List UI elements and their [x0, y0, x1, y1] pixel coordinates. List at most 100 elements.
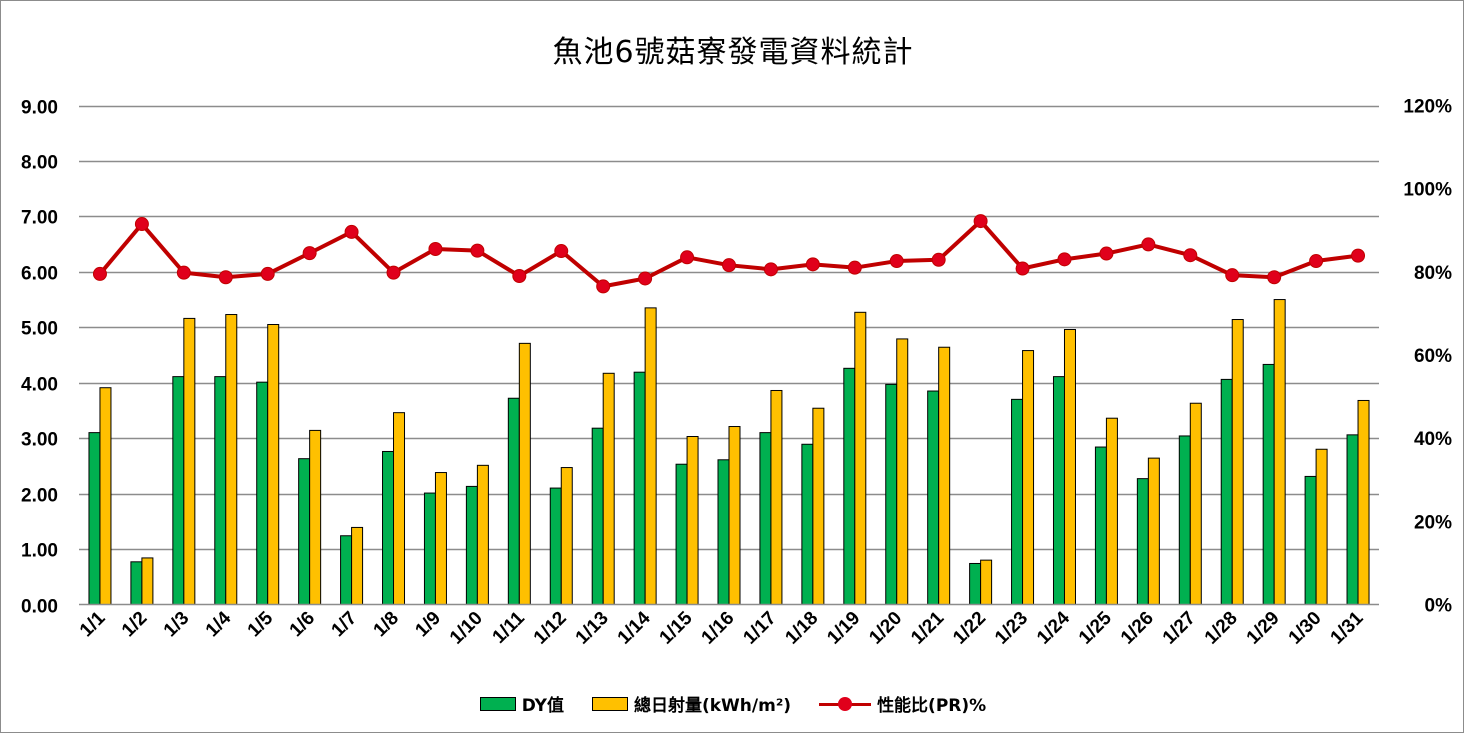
bar-dy [549, 487, 562, 606]
bar-dy [507, 397, 520, 605]
x-tick-label: 1/16 [698, 608, 739, 649]
pr-point [596, 279, 611, 294]
bar-dy [1304, 475, 1317, 605]
pr-point [1141, 237, 1156, 252]
y-right-tick-label: 120% [1403, 97, 1452, 118]
bar-irradiance [1189, 402, 1202, 605]
pr-point [134, 217, 149, 232]
bar-dy [675, 463, 688, 605]
legend-label-pr: 性能比(PR)% [877, 696, 987, 716]
pr-point [176, 265, 191, 280]
x-tick-label: 1/22 [949, 608, 990, 649]
bar-dy [801, 443, 814, 606]
bar-dy [298, 458, 311, 606]
x-tick-label: 1/19 [823, 608, 864, 649]
bar-dy [1052, 376, 1065, 605]
bar-dy [1094, 446, 1107, 605]
bar-dy [465, 485, 478, 605]
bar-irradiance [728, 426, 741, 606]
pr-line-series [92, 214, 1366, 294]
legend: DY值 總日射量(kWh/m²) 性能比(PR)% [1, 691, 1464, 716]
bar-dy [1136, 478, 1149, 605]
legend-item-irradiance: 總日射量(kWh/m²) [591, 691, 792, 716]
y-left-tick-label: 0.00 [21, 597, 58, 618]
pr-point [638, 271, 653, 286]
bar-irradiance [309, 429, 322, 605]
bar-dy [130, 561, 143, 606]
bar-irradiance [267, 324, 280, 605]
x-tick-label: 1/8 [370, 608, 404, 642]
x-tick-label: 1/29 [1243, 608, 1284, 649]
bar-irradiance [351, 526, 364, 606]
bar-dy [927, 390, 940, 605]
bar-irradiance [812, 407, 825, 605]
y-right-tick-label: 80% [1414, 263, 1452, 284]
x-tick-label: 1/13 [572, 608, 613, 649]
chart-title: 魚池6號菇寮發電資料統計 [552, 35, 914, 70]
bar-irradiance [1315, 448, 1328, 605]
bar-dy [969, 562, 982, 606]
bar-irradiance [770, 389, 783, 605]
bar-irradiance [1231, 319, 1244, 605]
pr-point [302, 246, 317, 261]
bar-dy [591, 427, 604, 606]
pr-point [1309, 254, 1324, 269]
x-tick-label: 1/30 [1285, 608, 1326, 649]
y-left-tick-label: 3.00 [21, 430, 58, 451]
x-tick-label: 1/9 [411, 608, 445, 642]
y-left-tick-label: 4.00 [21, 375, 58, 396]
y-left-tick-label: 7.00 [21, 208, 58, 229]
pr-point [847, 260, 862, 275]
legend-swatch-irradiance [591, 696, 628, 711]
bar-dy [382, 450, 395, 605]
pr-point [1351, 248, 1366, 263]
bar-dy [759, 432, 772, 605]
legend-label-irradiance: 總日射量(kWh/m²) [633, 696, 792, 716]
bar-irradiance [1273, 299, 1286, 605]
bar-irradiance [434, 472, 447, 606]
x-tick-label: 1/18 [781, 608, 822, 649]
bar-irradiance [1357, 399, 1370, 605]
bar-irradiance [1063, 328, 1076, 605]
bar-irradiance [560, 467, 573, 605]
legend-swatch-dy [479, 696, 516, 711]
x-tick-label: 1/6 [286, 608, 320, 642]
bar-dy [88, 432, 101, 605]
x-tick-label: 1/28 [1201, 608, 1242, 649]
bar-dy [1178, 435, 1191, 605]
bar-irradiance [183, 317, 196, 605]
pr-point [512, 268, 527, 283]
x-tick-label: 1/15 [656, 607, 697, 648]
pr-line [98, 219, 1359, 289]
bar-irradiance [854, 311, 867, 605]
pr-point [763, 262, 778, 277]
pr-point [470, 243, 485, 258]
x-tick-label: 1/5 [244, 607, 278, 641]
bar-irradiance [1147, 457, 1160, 606]
pr-point [260, 266, 275, 281]
y-right-tick-label: 100% [1403, 180, 1452, 201]
x-tick-label: 1/24 [1033, 607, 1074, 648]
pr-point [973, 214, 988, 229]
pr-point [722, 258, 736, 273]
bar-irradiance [1022, 350, 1035, 606]
x-tick-label: 1/10 [446, 608, 487, 649]
pr-point [386, 265, 401, 280]
pr-point [218, 270, 233, 285]
bar-dy [843, 367, 856, 605]
pr-point [889, 254, 904, 269]
bar-dy [172, 376, 185, 605]
pr-point [1183, 248, 1198, 263]
bar-dy [423, 492, 436, 606]
bar-irradiance [99, 387, 112, 605]
bar-irradiance [686, 436, 699, 605]
bar-irradiance [393, 412, 406, 606]
y-left-tick-label: 6.00 [21, 264, 58, 285]
x-tick-label: 1/2 [118, 608, 152, 642]
y-left-tick-label: 5.00 [21, 319, 58, 340]
x-tick-label: 1/31 [1327, 607, 1368, 648]
legend-label-dy: DY值 [521, 696, 564, 716]
bar-dy [633, 371, 646, 605]
y-left-tick-label: 9.00 [21, 98, 58, 119]
pr-point [344, 224, 359, 239]
